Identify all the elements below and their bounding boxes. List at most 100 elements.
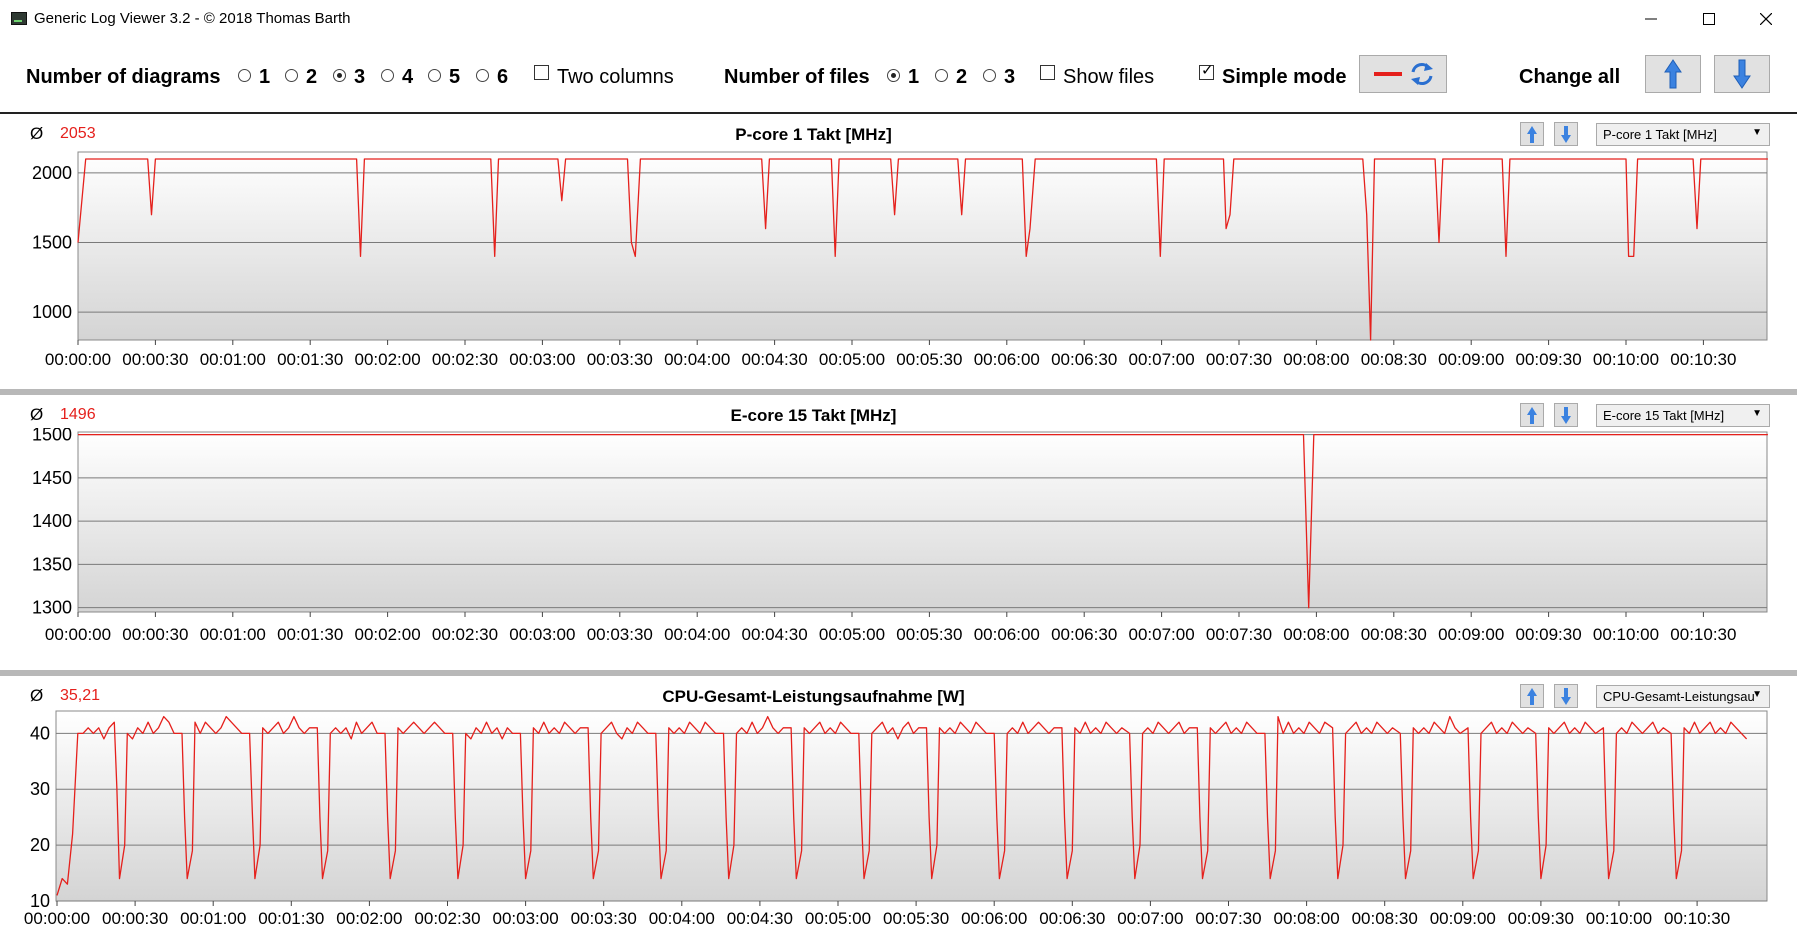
file-radio-2[interactable]: [935, 69, 948, 82]
simple-mode-checkbox[interactable]: ✓: [1199, 62, 1214, 80]
x-tick-label: 00:05:30: [883, 909, 949, 928]
minimize-button[interactable]: [1622, 0, 1680, 38]
x-tick-label: 00:01:00: [200, 625, 266, 644]
x-tick-label: 00:06:00: [961, 909, 1027, 928]
x-tick-label: 00:05:00: [819, 350, 885, 369]
panel-3-sensor-select[interactable]: CPU-Gesamt-Leistungsau ▼: [1596, 685, 1770, 708]
panel-title: CPU-Gesamt-Leistungsaufnahme [W]: [662, 687, 965, 706]
diagram-radio-3[interactable]: [333, 69, 346, 82]
y-tick-label: 2000: [32, 163, 72, 183]
average-symbol: Ø: [30, 405, 44, 424]
chevron-down-icon: ▼: [1752, 689, 1762, 700]
x-tick-label: 00:08:00: [1283, 350, 1349, 369]
x-tick-label: 00:02:00: [355, 350, 421, 369]
x-tick-label: 00:09:30: [1508, 909, 1574, 928]
panel-1-down-button[interactable]: [1554, 122, 1578, 146]
panel-2-sensor-select[interactable]: E-core 15 Takt [MHz] ▼: [1596, 404, 1770, 427]
x-tick-label: 00:07:00: [1129, 350, 1195, 369]
x-tick-label: 00:10:00: [1593, 350, 1659, 369]
diagram-option-label: 5: [449, 66, 461, 88]
panel-title: P-core 1 Takt [MHz]: [735, 125, 892, 144]
close-button[interactable]: [1737, 0, 1795, 38]
x-tick-label: 00:06:30: [1039, 909, 1105, 928]
line-color-refresh-button[interactable]: [1359, 55, 1447, 93]
average-symbol: Ø: [30, 686, 44, 705]
panel-3-down-button[interactable]: [1554, 684, 1578, 708]
x-tick-label: 00:08:30: [1361, 625, 1427, 644]
panel-1-header: Ø 2053 P-core 1 Takt [MHz] P-core 1 Takt…: [0, 122, 1797, 150]
arrow-up-icon: [1527, 407, 1537, 424]
two-columns-checkbox[interactable]: [534, 65, 549, 80]
x-tick-label: 00:10:30: [1670, 350, 1736, 369]
y-tick-label: 1000: [32, 302, 72, 322]
refresh-arrow-icon: [1424, 63, 1433, 71]
x-tick-label: 00:06:30: [1051, 350, 1117, 369]
panel-divider: [0, 670, 1797, 676]
panel-divider: [0, 389, 1797, 395]
x-tick-label: 00:01:30: [277, 350, 343, 369]
diagram-radio-4[interactable]: [381, 69, 394, 82]
x-tick-label: 00:04:30: [742, 625, 808, 644]
x-tick-label: 00:00:30: [122, 350, 188, 369]
file-radio-1[interactable]: [887, 69, 900, 82]
x-tick-label: 00:06:00: [974, 625, 1040, 644]
x-tick-label: 00:01:30: [277, 625, 343, 644]
toolbar: Number of diagrams 1 2 3 4 5 6 Two colum…: [0, 38, 1797, 113]
checkmark-icon: ✓: [1201, 62, 1214, 79]
x-tick-label: 00:00:00: [24, 909, 90, 928]
file-radio-3[interactable]: [983, 69, 996, 82]
select-value: E-core 15 Takt [MHz]: [1603, 408, 1725, 423]
y-tick-label: 1500: [32, 428, 72, 445]
average-value: 35,21: [60, 687, 101, 704]
panel-1-up-button[interactable]: [1520, 122, 1544, 146]
select-value: CPU-Gesamt-Leistungsau: [1603, 689, 1755, 704]
arrow-down-icon: [1561, 688, 1571, 705]
chart-1: 1000 1500 2000 00:00:00 00:00:30 00:01:00 00:0…: [32, 151, 1768, 369]
x-tick-label: 00:00:00: [45, 625, 111, 644]
x-tick-label: 00:00:30: [102, 909, 168, 928]
x-tick-label: 00:07:30: [1195, 909, 1261, 928]
show-files-label: Show files: [1063, 66, 1155, 88]
diagram-option-label: 3: [354, 66, 366, 88]
title-bar: Generic Log Viewer 3.2 - © 2018 Thomas B…: [0, 0, 1797, 38]
diagram-radio-2[interactable]: [285, 69, 298, 82]
x-tick-label: 00:04:00: [664, 350, 730, 369]
diagram-radio-5[interactable]: [428, 69, 441, 82]
x-tick-label: 00:05:00: [805, 909, 871, 928]
chevron-down-icon: ▼: [1752, 408, 1762, 419]
panel-2-down-button[interactable]: [1554, 403, 1578, 427]
minimize-icon: [1645, 18, 1657, 20]
x-tick-label: 00:03:00: [493, 909, 559, 928]
move-down-all-button[interactable]: [1714, 55, 1770, 93]
panel-3-up-button[interactable]: [1520, 684, 1544, 708]
x-tick-label: 00:04:30: [727, 909, 793, 928]
x-tick-label: 00:05:30: [896, 350, 962, 369]
panel-1-sensor-select[interactable]: P-core 1 Takt [MHz] ▼: [1596, 123, 1770, 146]
diagram-radio-1[interactable]: [238, 69, 251, 82]
refresh-arrow-icon: [1411, 77, 1420, 85]
arrow-down-icon: [1561, 407, 1571, 424]
x-tick-label: 00:08:00: [1274, 909, 1340, 928]
move-up-all-button[interactable]: [1645, 55, 1701, 93]
diagram-radio-6[interactable]: [476, 69, 489, 82]
x-tick-label: 00:02:30: [432, 350, 498, 369]
x-tick-label: 00:09:00: [1430, 909, 1496, 928]
panel-2-up-button[interactable]: [1520, 403, 1544, 427]
x-tick-label: 00:10:00: [1593, 625, 1659, 644]
x-tick-label: 00:04:30: [742, 350, 808, 369]
panel-2-header: Ø 1496 E-core 15 Takt [MHz] E-core 15 Ta…: [0, 403, 1797, 431]
x-tick-label: 00:02:00: [355, 625, 421, 644]
two-columns-label: Two columns: [557, 66, 674, 88]
arrow-down-icon: [1561, 126, 1571, 143]
maximize-button[interactable]: [1680, 0, 1738, 38]
x-tick-label: 00:09:00: [1438, 350, 1504, 369]
x-tick-label: 00:03:00: [509, 625, 575, 644]
series-line: [78, 433, 1768, 609]
x-tick-label: 00:06:30: [1051, 625, 1117, 644]
x-tick-label: 00:01:30: [258, 909, 324, 928]
x-tick-label: 00:00:30: [122, 625, 188, 644]
simple-mode-label: Simple mode: [1222, 66, 1347, 88]
x-tick-label: 00:10:30: [1670, 625, 1736, 644]
show-files-checkbox[interactable]: [1040, 65, 1055, 80]
x-tick-label: 00:04:00: [664, 625, 730, 644]
